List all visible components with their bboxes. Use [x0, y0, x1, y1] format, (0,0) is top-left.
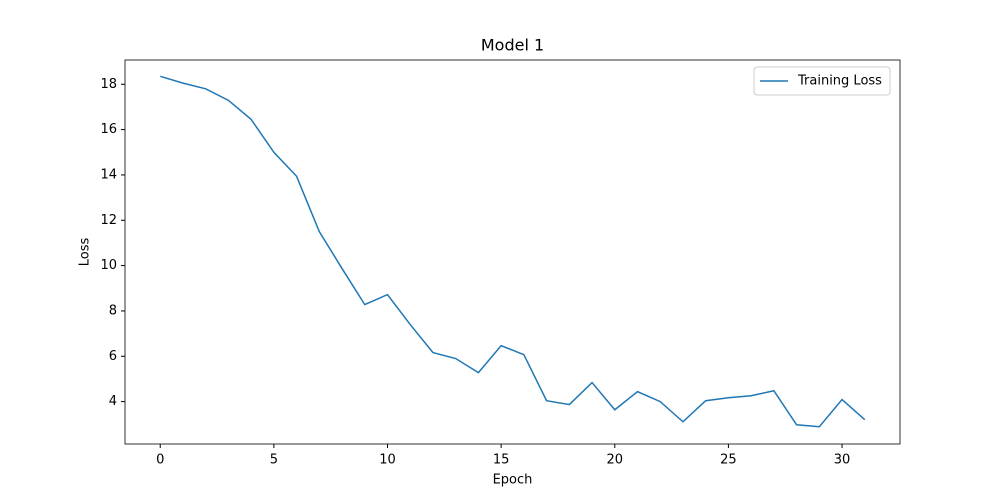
y-tick-label: 16	[100, 122, 117, 137]
y-tick-label: 18	[100, 77, 117, 92]
legend-label: Training Loss	[797, 74, 882, 89]
x-tick-label: 10	[379, 453, 396, 468]
x-tick-label: 25	[720, 453, 737, 468]
y-tick-label: 14	[100, 167, 117, 182]
x-tick-label: 0	[156, 453, 164, 468]
x-axis-label: Epoch	[493, 473, 533, 488]
plot-frame	[124, 59, 901, 445]
x-tick-label: 15	[493, 453, 510, 468]
x-tick-label: 20	[606, 453, 623, 468]
y-tick-label: 4	[109, 394, 117, 409]
y-tick-label: 10	[100, 258, 117, 273]
x-tick-label: 30	[834, 453, 851, 468]
legend-box	[753, 66, 891, 96]
x-tick-label: 5	[270, 453, 278, 468]
line-series	[160, 75, 866, 428]
y-tick-label: 8	[109, 303, 117, 318]
y-tick-label: 6	[109, 349, 117, 364]
y-tick-label: 12	[100, 213, 117, 228]
chart-title: Model 1	[481, 36, 544, 55]
y-axis-label: Loss	[78, 238, 93, 267]
